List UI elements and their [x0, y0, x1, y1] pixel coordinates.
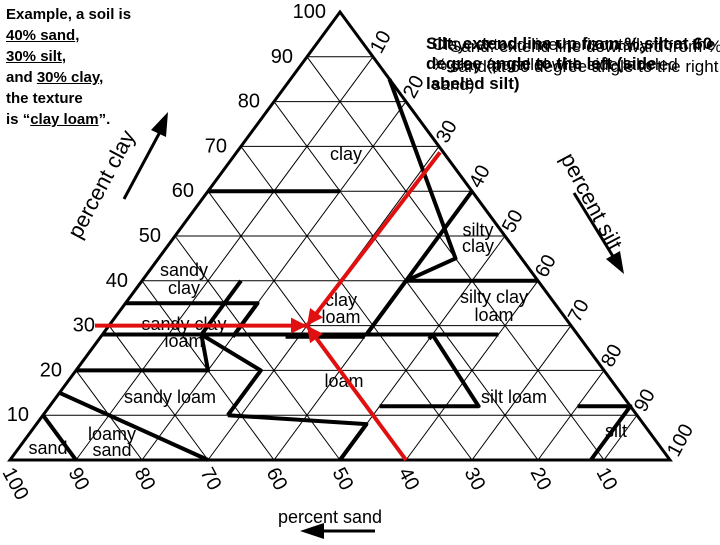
sand-tick-40: 40	[394, 464, 424, 494]
example-and: and	[6, 69, 33, 86]
silty-clay-label-2: clay	[462, 236, 494, 256]
percent-clay-label: percent clay	[62, 126, 140, 242]
example-clay: 30% clay	[36, 69, 100, 86]
clay-tick-90: 90	[271, 46, 293, 68]
example-open-quote: “	[22, 111, 31, 128]
silt-reading-arrowhead	[307, 307, 323, 326]
example-silt: 30% silt	[6, 48, 62, 65]
example-line-2: 40% sand,	[6, 27, 80, 44]
clay-label: clay	[330, 144, 362, 164]
sand-tick-100: 100	[0, 464, 33, 504]
example-the-texture: the texture	[6, 90, 83, 107]
texture-class-boundaries	[41, 78, 633, 462]
clay-tick-80: 80	[238, 91, 260, 113]
example-texture-result: clay loam	[30, 111, 99, 128]
sand-label: sand	[28, 438, 67, 458]
instruction-note-silt: Silt: extend line up from % silt at 60 d…	[426, 34, 713, 93]
silt-loam-label: silt loam	[481, 387, 547, 407]
sandy-clay-label-1: sandy	[160, 260, 208, 280]
sand-reading-arrowhead	[307, 325, 323, 344]
clay-tick-60: 60	[172, 180, 194, 202]
sandy-loam-label: sandy loam	[124, 387, 216, 407]
sand-tick-20: 20	[526, 464, 556, 494]
sand-tick-30: 30	[460, 464, 490, 494]
instruction-note-clay: Clay: extend line horizontally from the …	[432, 35, 716, 94]
percent-silt-label: percent silt	[556, 149, 628, 255]
example-line-1: Example, a soil is	[6, 6, 132, 23]
example-note: Example, a soil is 40% sand, 30% silt, a…	[6, 4, 156, 130]
sand-tick-50: 50	[328, 464, 358, 494]
percent-silt-arrow-head	[606, 251, 624, 274]
clay-tick-70: 70	[205, 135, 227, 157]
example-close-quote: ”.	[98, 111, 111, 128]
clay-reading-arrowhead	[291, 317, 307, 334]
class-boundary-13	[200, 332, 263, 417]
class-boundary-17	[379, 333, 481, 409]
class-boundary-10	[364, 279, 408, 336]
silt-label: silt	[605, 421, 627, 441]
class-boundary-1	[404, 190, 474, 282]
sand-tick-60: 60	[262, 464, 292, 494]
class-boundary-18	[577, 404, 633, 462]
loamy-sand-label-1: loamy	[88, 424, 136, 444]
percent-sand-arrow-head	[300, 523, 324, 539]
percent-silt-arrow-shaft	[572, 192, 616, 259]
instruction-note-sand: Sand: extend line downward from % sand a…	[450, 37, 720, 76]
clay-tick-50: 50	[139, 225, 161, 247]
silty-clay-label-1: silty	[463, 220, 494, 240]
silty-clay-loam-label-2: loam	[474, 305, 513, 325]
example-is: is	[6, 111, 19, 128]
grid-line-silt-80	[537, 370, 605, 461]
class-boundary-15	[338, 422, 369, 462]
grid-line-silt-60	[405, 280, 539, 461]
percent-clay-arrow-head	[151, 112, 168, 137]
example-line-5: the texture	[6, 88, 156, 109]
example-line-4: and 30% clay,	[6, 69, 104, 86]
percent-silt-axis-label: percent silt	[556, 149, 628, 274]
example-sand: 40% sand	[6, 27, 76, 44]
clay-tick-100: 100	[293, 1, 326, 23]
clay-tick-40: 40	[106, 270, 128, 292]
class-boundary-5	[232, 302, 260, 336]
sand-tick-10: 10	[592, 464, 622, 494]
example-reading-lines	[95, 151, 442, 462]
example-line-6: is “clay loam”.	[6, 109, 156, 130]
loamy-sand-label-2: sand	[92, 440, 131, 460]
sand-tick-80: 80	[130, 464, 160, 494]
clay-loam-label-2: loam	[321, 307, 360, 327]
sandy-clay-label-2: clay	[168, 278, 200, 298]
percent-clay-axis-label: percent clay	[62, 112, 168, 242]
silty-clay-loam-label-1: silty clay	[460, 287, 528, 307]
silt-tick-100: 100	[663, 421, 698, 461]
clay-tick-30: 30	[73, 315, 95, 337]
grid-line-silt-70	[471, 325, 572, 461]
percent-sand-axis-label: percent sand	[278, 507, 382, 539]
sand-reading-line	[305, 324, 408, 462]
grid-line-sand-70	[108, 325, 209, 461]
percent-sand-label: percent sand	[278, 507, 382, 527]
clay-tick-20: 20	[40, 359, 62, 381]
percent-clay-arrow-shaft	[122, 129, 163, 200]
sandy-clay-loam-label-2: loam	[164, 331, 203, 351]
example-line-3: 30% silt,	[6, 48, 67, 65]
class-boundary-19	[58, 390, 209, 462]
clay-tick-10: 10	[7, 404, 29, 426]
silt-reading-line	[305, 151, 442, 327]
grid-line-silt-10	[75, 56, 374, 461]
class-boundary-0	[387, 78, 458, 283]
class-boundary-20	[41, 414, 78, 462]
sand-tick-70: 70	[196, 464, 226, 494]
grid-line-silt-90	[603, 414, 638, 461]
sand-tick-90: 90	[64, 464, 94, 494]
class-boundary-12	[76, 334, 210, 373]
